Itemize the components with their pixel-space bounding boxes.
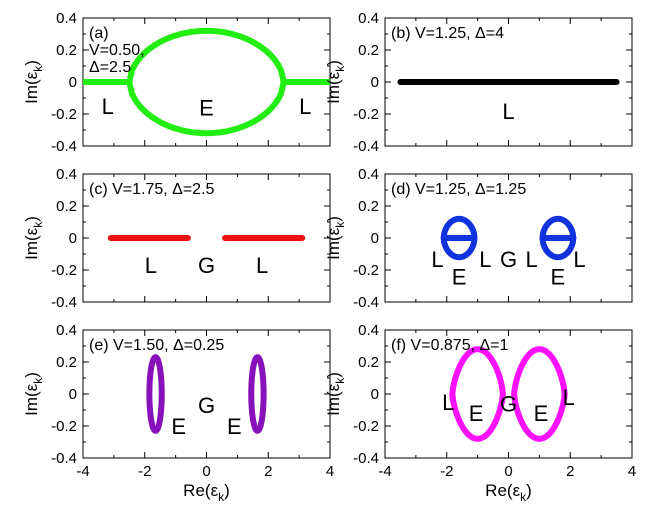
panel-a-annotation: V=0.50, bbox=[89, 42, 145, 59]
panel-f-xtick-label: -4 bbox=[378, 463, 391, 480]
panel-c-region-label-l: L bbox=[256, 253, 268, 278]
panel-e-ytick-label: 0.2 bbox=[56, 354, 77, 371]
panel-f-series-0-lens bbox=[449, 346, 506, 442]
panel-d-region-label-e: E bbox=[452, 264, 467, 289]
panel-d-region-label-l: L bbox=[479, 247, 491, 272]
panel-a-region-label-l: L bbox=[102, 94, 114, 119]
panel-d-series-1-loop bbox=[440, 215, 478, 261]
panel-f-region-label-l: L bbox=[563, 385, 575, 410]
panel-e-region-label-e: E bbox=[227, 414, 242, 439]
panel-e-ylabel: Im(εk) bbox=[22, 372, 45, 416]
panel-c-ytick-label: 0.2 bbox=[56, 198, 77, 215]
panel-b-ytick-label: 0.4 bbox=[358, 10, 379, 27]
panel-a-annotation: (a) bbox=[89, 25, 109, 42]
panel-f-annotation: (f) V=0.875, Δ=1 bbox=[391, 337, 509, 354]
panel-e-xlabel: Re(εk) bbox=[183, 481, 230, 504]
panel-f-xlabel: Re(εk) bbox=[485, 481, 532, 504]
panel-b-ytick-label: 0 bbox=[371, 74, 379, 91]
panel-e-ytick-label: 0.4 bbox=[56, 322, 77, 339]
panel-f-ytick-label: 0 bbox=[371, 386, 379, 403]
panel-b-annotation: (b) V=1.25, Δ=4 bbox=[391, 25, 504, 42]
panel-e-xtick-label: -4 bbox=[76, 463, 89, 480]
panel-b-region-label-l: L bbox=[502, 99, 514, 124]
panel-c-ytick-label: -0.2 bbox=[51, 262, 77, 279]
panel-e-ytick-label: -0.4 bbox=[51, 450, 77, 467]
panel-b-ylabel: Im(εk) bbox=[324, 60, 347, 104]
panel-a-ytick-label: -0.4 bbox=[51, 138, 77, 155]
panel-d-ytick-label: -0.2 bbox=[353, 262, 379, 279]
panel-e-series-1-ellipse bbox=[248, 354, 267, 434]
panel-c-ytick-label: 0.4 bbox=[56, 166, 77, 183]
panel-f-region-label-e: E bbox=[469, 401, 484, 426]
panel-d-ytick-label: -0.4 bbox=[353, 294, 379, 311]
panel-e-annotation: (e) V=1.50, Δ=0.25 bbox=[89, 337, 224, 354]
panel-b-ytick-label: -0.2 bbox=[353, 106, 379, 123]
panel-f-ytick-label: 0.2 bbox=[358, 354, 379, 371]
panel-f-ytick-label: -0.2 bbox=[353, 418, 379, 435]
panel-e-ytick-label: -0.2 bbox=[51, 418, 77, 435]
panel-a-region-label-l: L bbox=[299, 94, 311, 119]
panel-f-region-label-g: G bbox=[500, 392, 517, 417]
panel-a-ytick-label: 0.4 bbox=[56, 10, 77, 27]
panel-a-annotation: Δ=2.5 bbox=[89, 59, 131, 76]
panel-a-region-label-e: E bbox=[199, 96, 214, 121]
panel-d-ytick-label: 0 bbox=[371, 230, 379, 247]
panel-d-region-label-l: L bbox=[431, 247, 443, 272]
panel-e-region-label-e: E bbox=[171, 414, 186, 439]
panel-a-series-2-loop bbox=[126, 27, 287, 137]
panel-a-ylabel: Im(εk) bbox=[22, 60, 45, 104]
panel-f-series-1-lens bbox=[511, 346, 568, 442]
panel-d-series-group bbox=[440, 215, 577, 261]
panel-c-ylabel: Im(εk) bbox=[22, 216, 45, 260]
panel-d-ytick-label: 0.2 bbox=[358, 198, 379, 215]
panel-d-region-label-e: E bbox=[551, 264, 566, 289]
panel-a-ytick-label: 0.2 bbox=[56, 42, 77, 59]
panel-e-series-0-ellipse bbox=[146, 354, 165, 434]
panel-d-series-3-loop bbox=[539, 215, 577, 261]
panel-f-xtick-label: -2 bbox=[440, 463, 453, 480]
panel-a-ytick-label: 0 bbox=[69, 74, 77, 91]
panel-a-ytick-label: -0.2 bbox=[51, 106, 77, 123]
panel-b-ytick-label: -0.4 bbox=[353, 138, 379, 155]
panel-d-ytick-label: 0.4 bbox=[358, 166, 379, 183]
panel-e-xtick-label: 2 bbox=[264, 463, 272, 480]
panel-e-region-label-g: G bbox=[198, 393, 215, 418]
panel-f-ytick-label: 0.4 bbox=[358, 322, 379, 339]
panel-e-series-group bbox=[146, 354, 267, 434]
panel-c-ytick-label: -0.4 bbox=[51, 294, 77, 311]
panel-f-ytick-label: -0.4 bbox=[353, 450, 379, 467]
panel-c-annotation: (c) V=1.75, Δ=2.5 bbox=[89, 181, 215, 198]
panel-c-region-label-g: G bbox=[198, 253, 215, 278]
panel-d-ylabel: Im(εk) bbox=[324, 216, 347, 260]
panel-c-ytick-label: 0 bbox=[69, 230, 77, 247]
panel-e-ytick-label: 0 bbox=[69, 386, 77, 403]
panel-f-series-group bbox=[449, 346, 568, 442]
panel-a-series-group bbox=[83, 27, 330, 137]
panel-f-xtick-label: 2 bbox=[566, 463, 574, 480]
panel-f-ylabel: Im(εk) bbox=[324, 372, 347, 416]
panel-d-region-label-g: G bbox=[500, 247, 517, 272]
panel-f-xtick-label: 0 bbox=[504, 463, 512, 480]
panel-e-xtick-label: 4 bbox=[326, 463, 334, 480]
panel-c-region-label-l: L bbox=[145, 253, 157, 278]
panel-e-xtick-label: 0 bbox=[202, 463, 210, 480]
panel-d-annotation: (d) V=1.25, Δ=1.25 bbox=[391, 181, 526, 198]
panel-f-region-label-l: L bbox=[442, 390, 454, 415]
panel-b-ytick-label: 0.2 bbox=[358, 42, 379, 59]
panel-f-xtick-label: 4 bbox=[628, 463, 636, 480]
panel-e-xtick-label: -2 bbox=[138, 463, 151, 480]
panel-d-region-label-l: L bbox=[573, 247, 585, 272]
panel-d-region-label-l: L bbox=[526, 247, 538, 272]
panel-f-region-label-e: E bbox=[534, 401, 549, 426]
